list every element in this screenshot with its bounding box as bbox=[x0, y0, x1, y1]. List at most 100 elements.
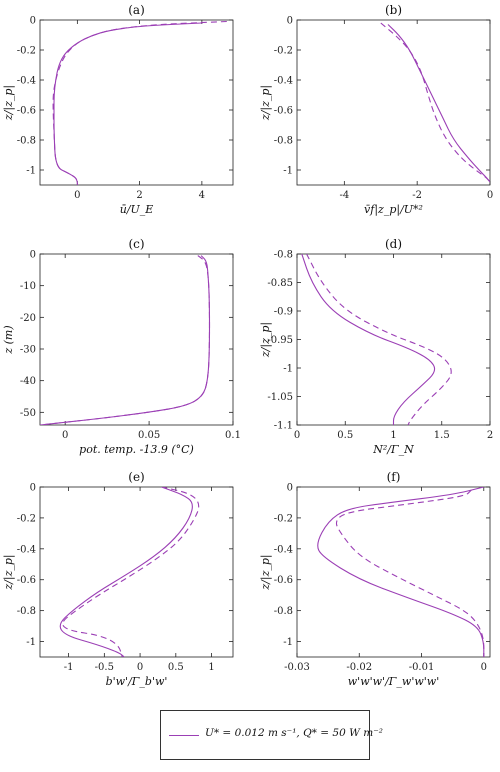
y-tick-label-c: -30 bbox=[20, 345, 36, 356]
x-tick-label-c: 0.1 bbox=[225, 430, 241, 441]
y-tick-label-a: -0.2 bbox=[17, 46, 36, 57]
y-tick-label-f: 0 bbox=[287, 483, 293, 494]
panel-d: (d) 0 0.5 1 1.5 2 -0.8 -0.85 -0.9 -0.95 -1 -1.05 -1.… bbox=[259, 237, 493, 456]
x-axis-label-d: N²/Γ_N bbox=[372, 443, 414, 456]
series-line-f-dashed bbox=[335, 489, 485, 657]
x-tick-label-c: 0.05 bbox=[138, 430, 160, 441]
x-tick-label-b: -2 bbox=[412, 190, 422, 201]
x-tick-label-d: 0 bbox=[294, 430, 300, 441]
axes-frame-a bbox=[39, 19, 234, 186]
panel-a: (a) 0 2 4 0 -0.2 -0.4 -0.6 -0.8 -1 ū/U_E z/|z_p| bbox=[2, 3, 234, 216]
y-tick-label-a: -1 bbox=[26, 166, 36, 177]
axes-frame-f bbox=[296, 486, 491, 658]
y-tick-label-c: -20 bbox=[20, 313, 36, 324]
y-tick-label-c: -10 bbox=[20, 281, 36, 292]
y-tick-label-f: -0.4 bbox=[274, 544, 293, 555]
series-line-c-dashed bbox=[40, 255, 211, 425]
x-tick-label-a: 2 bbox=[136, 190, 142, 201]
x-tick-label-d: 0.5 bbox=[337, 430, 353, 441]
y-tick-label-f: -0.2 bbox=[274, 513, 293, 524]
y-tick-label-a: -0.6 bbox=[17, 106, 36, 117]
series-line-b-solid bbox=[387, 24, 490, 183]
panel-title-b: (b) bbox=[385, 3, 402, 17]
y-axis-label-e: z/|z_p| bbox=[2, 554, 16, 590]
series-line-e-solid bbox=[59, 487, 193, 657]
y-tick-label-f: -0.8 bbox=[274, 606, 293, 617]
panel-title-a: (a) bbox=[128, 3, 145, 17]
y-tick-label-d: -0.85 bbox=[267, 278, 293, 289]
x-axis-label-e: b'w'/Γ_b'w' bbox=[106, 675, 168, 688]
y-tick-label-e: -0.4 bbox=[17, 544, 36, 555]
series-line-f-solid bbox=[317, 487, 485, 657]
series-line-c-solid bbox=[40, 255, 211, 425]
y-tick-label-d: -0.9 bbox=[274, 307, 293, 318]
x-tick-label-d: 1 bbox=[390, 430, 396, 441]
y-axis-label-c: z (m) bbox=[2, 325, 15, 354]
x-axis-label-c: pot. temp. -13.9 (°C) bbox=[79, 443, 194, 456]
y-tick-label-c: -40 bbox=[20, 376, 36, 387]
y-tick-label-d: -1.05 bbox=[267, 392, 293, 403]
y-tick-label-b: 0 bbox=[287, 16, 293, 27]
axes-frame-c bbox=[39, 253, 234, 426]
y-tick-label-b: -1 bbox=[283, 166, 293, 177]
panel-title-d: (d) bbox=[385, 237, 402, 251]
panel-c: (c) 0 0.05 0.1 0 -10 -20 -30 -40 -50 pot. temp. -1… bbox=[2, 237, 241, 456]
series-line-a-solid bbox=[53, 22, 202, 185]
x-axis-label-b: v̄f|z_p|/U*² bbox=[364, 203, 423, 217]
y-tick-label-c: 0 bbox=[30, 250, 36, 261]
legend-label: U* = 0.012 m s⁻¹, Q* = 50 W m⁻² bbox=[205, 727, 383, 739]
panel-title-f: (f) bbox=[387, 470, 401, 484]
y-tick-label-d: -1.1 bbox=[274, 421, 293, 432]
y-tick-label-c: -50 bbox=[20, 408, 36, 419]
x-tick-label-b: -4 bbox=[339, 190, 349, 201]
y-axis-label-b: z/|z_p| bbox=[259, 85, 273, 121]
y-tick-label-a: 0 bbox=[30, 16, 36, 27]
series-line-b-dashed bbox=[380, 22, 490, 183]
series-line-d-solid bbox=[301, 254, 436, 425]
y-tick-label-b: -0.4 bbox=[274, 76, 293, 87]
x-tick-label-b: 0 bbox=[487, 190, 493, 201]
x-tick-label-f: 0 bbox=[481, 662, 487, 673]
x-tick-label-d: 2 bbox=[487, 430, 493, 441]
x-axis-label-a: ū/U_E bbox=[120, 203, 154, 216]
y-tick-label-a: -0.8 bbox=[17, 136, 36, 147]
panel-title-c: (c) bbox=[128, 237, 144, 251]
y-tick-label-e: -1 bbox=[26, 637, 36, 648]
axes-frame-d bbox=[296, 253, 491, 426]
x-tick-label-e: -0.5 bbox=[95, 662, 114, 673]
x-tick-label-d: 1.5 bbox=[434, 430, 450, 441]
y-axis-label-d: z/|z_p| bbox=[259, 322, 273, 358]
y-tick-label-d: -1 bbox=[283, 364, 293, 375]
x-tick-label-f: -0.02 bbox=[346, 662, 372, 673]
x-tick-label-e: 0.5 bbox=[168, 662, 184, 673]
y-tick-label-e: 0 bbox=[30, 483, 36, 494]
y-tick-label-f: -0.6 bbox=[274, 575, 293, 586]
y-axis-label-f: z/|z_p| bbox=[259, 554, 273, 590]
x-tick-label-a: 0 bbox=[74, 190, 80, 201]
y-tick-label-e: -0.6 bbox=[17, 575, 36, 586]
y-tick-label-e: -0.2 bbox=[17, 513, 36, 524]
y-tick-label-b: -0.6 bbox=[274, 106, 293, 117]
series-line-a-dashed bbox=[52, 20, 227, 185]
legend: U* = 0.012 m s⁻¹, Q* = 50 W m⁻² bbox=[160, 710, 383, 760]
x-axis-label-f: w'w'w'/Γ_w'w'w' bbox=[348, 675, 439, 688]
x-tick-label-e: -1 bbox=[64, 662, 74, 673]
y-tick-label-f: -1 bbox=[283, 637, 293, 648]
y-axis-label-a: z/|z_p| bbox=[2, 85, 16, 121]
x-tick-label-e: 1 bbox=[208, 662, 214, 673]
legend-line-solid bbox=[169, 735, 199, 736]
y-tick-label-b: -0.8 bbox=[274, 136, 293, 147]
panel-e: (e) -1 -0.5 0 0.5 1 0 -0.2 -0.4 -0.6 -0.8 -1 b'w'/Γ_… bbox=[2, 470, 234, 688]
y-tick-label-a: -0.4 bbox=[17, 76, 36, 87]
x-tick-label-c: 0 bbox=[62, 430, 68, 441]
x-tick-label-a: 4 bbox=[199, 190, 205, 201]
series-line-d-dashed bbox=[306, 254, 452, 425]
x-tick-label-f: -0.03 bbox=[284, 662, 310, 673]
panel-f: (f) -0.03 -0.02 -0.01 0 0 -0.2 -0.4 -0.6 -0.8 -1 w'… bbox=[259, 470, 491, 688]
y-tick-label-d: -0.8 bbox=[274, 250, 293, 261]
series-line-e-dashed bbox=[62, 487, 200, 657]
x-tick-label-e: 0 bbox=[137, 662, 143, 673]
y-tick-label-b: -0.2 bbox=[274, 46, 293, 57]
panel-title-e: (e) bbox=[128, 470, 144, 484]
